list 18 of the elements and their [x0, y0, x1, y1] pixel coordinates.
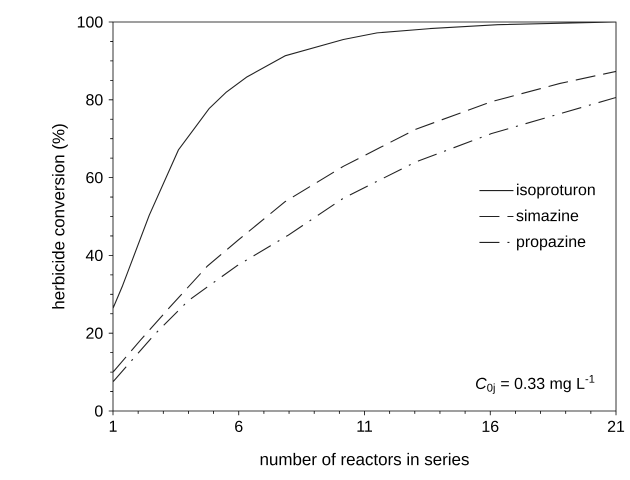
annotation: C$_{0j}$ = 0.33 mg L$^{-1}$ [476, 375, 594, 394]
x-tick-label: 21 [608, 420, 624, 432]
x-tick-label: 11 [357, 420, 372, 432]
y-tick-label: 80 [86, 94, 103, 106]
legend-label: simazine [516, 210, 578, 222]
legend-label: propazine [517, 235, 586, 250]
x-tick-label: 1 [110, 420, 117, 432]
line-series [113, 22, 616, 309]
y-tick-label: 40 [86, 250, 103, 262]
y-axis-title: herbicide conversion (%) [52, 124, 68, 309]
y-tick-label: 20 [86, 328, 103, 339]
legend-label: isoproturon [517, 184, 595, 198]
y-tick-label: 100 [78, 16, 103, 28]
x-tick-label: 6 [235, 420, 242, 432]
x-tick-label: 16 [482, 420, 498, 432]
y-tick-label: 60 [86, 172, 103, 184]
x-axis-title: number of reactors in series [260, 452, 469, 466]
y-tick-label: 0 [94, 405, 103, 417]
